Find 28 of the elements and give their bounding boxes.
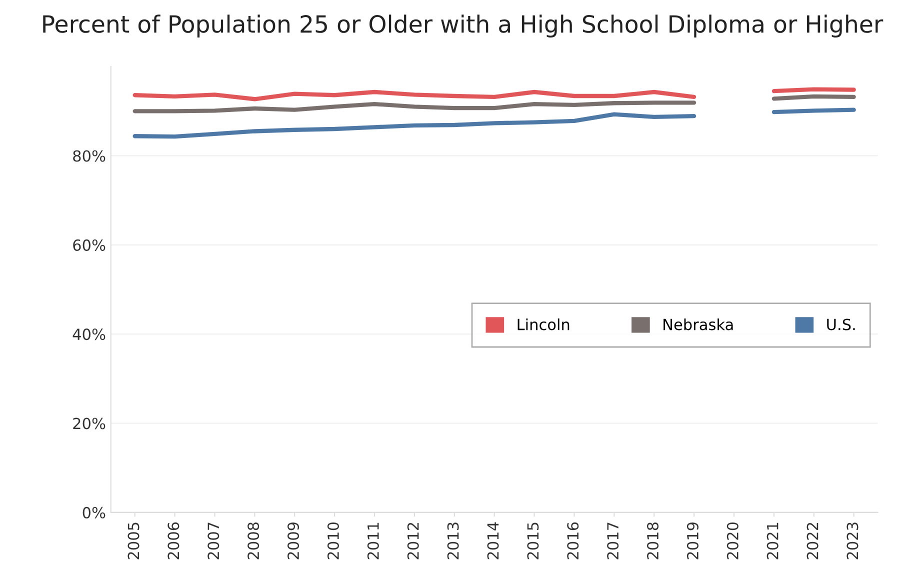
y-tick-label: 20% [73, 418, 106, 430]
y-tick-label: 60% [73, 239, 106, 251]
x-tick-label: 2005 [128, 522, 140, 560]
x-tick-label: 2011 [367, 522, 379, 560]
legend-label: U.S. [827, 318, 855, 330]
x-tick-label: 2015 [527, 522, 539, 560]
y-tick-label: 80% [73, 150, 106, 162]
x-tick-label: 2008 [248, 522, 260, 560]
x-tick-label: 2014 [487, 522, 499, 560]
x-tick-label: 2007 [208, 522, 220, 560]
x-tick-label: 2018 [646, 522, 659, 560]
chart-title: Percent of Population 25 or Older with a High School Diploma or Higher [43, 14, 884, 38]
y-tick-label: 40% [72, 328, 106, 340]
x-tick-label: 2013 [447, 522, 459, 560]
x-tick-label: 2022 [806, 522, 818, 560]
x-tick-label: 2012 [407, 522, 419, 560]
y-tick-label: 0% [82, 506, 106, 518]
legend-label: Nebraska [664, 318, 733, 330]
x-tick-label: 2010 [327, 522, 339, 560]
x-tick-label: 2021 [766, 522, 778, 560]
x-tick-label: 2009 [288, 522, 300, 560]
x-tick-label: 2006 [168, 522, 180, 560]
x-tick-label: 2023 [846, 522, 858, 560]
x-tick-label: 2016 [567, 522, 579, 560]
x-tick-label: 2020 [726, 522, 738, 560]
legend-label: Lincoln [518, 318, 570, 330]
x-tick-label: 2017 [607, 522, 619, 560]
x-tick-label: 2019 [686, 522, 698, 560]
